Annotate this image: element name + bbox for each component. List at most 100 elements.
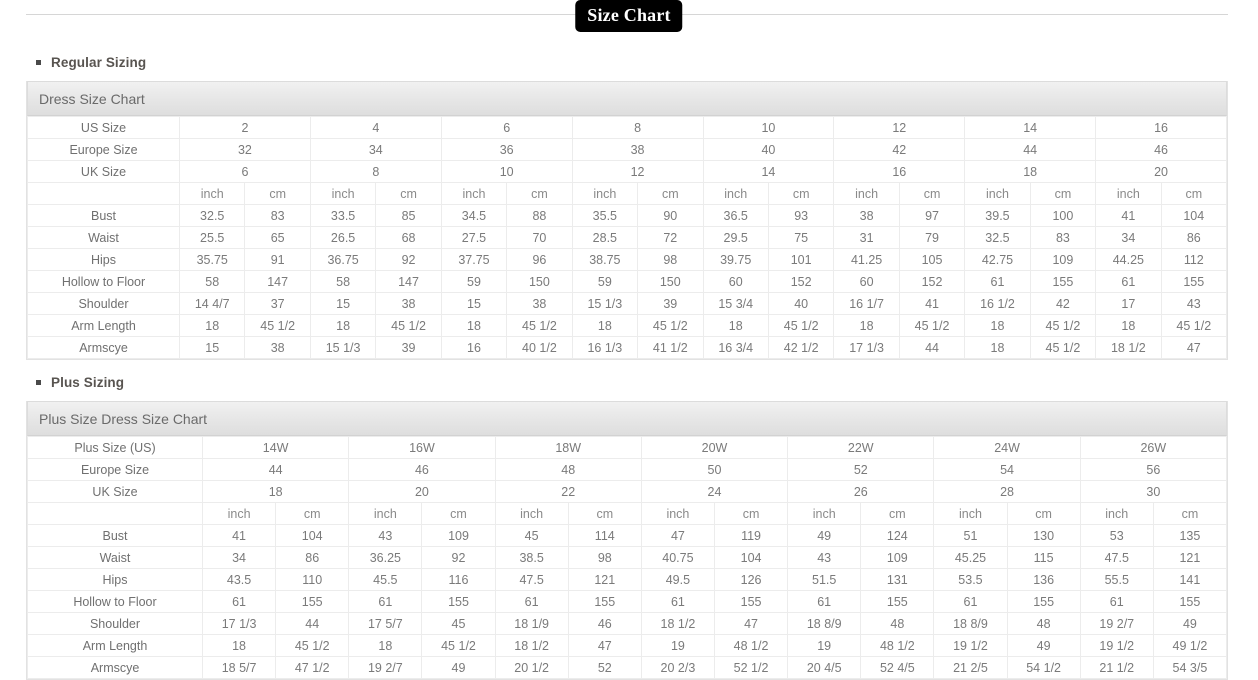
measure-value: 52 4/5 bbox=[860, 656, 935, 679]
size-chart-sections: Regular Sizing Dress Size Chart US Size 2 4 6… bbox=[0, 52, 1258, 680]
row-label-empty bbox=[27, 182, 180, 205]
measure-value: 83 bbox=[244, 204, 311, 227]
measure-value: 34 bbox=[1095, 226, 1162, 249]
measure-value: 109 bbox=[1029, 248, 1097, 271]
bullet-square-icon bbox=[36, 59, 41, 65]
measure-value: 61 bbox=[1095, 270, 1162, 293]
measure-value: 48 bbox=[860, 612, 935, 635]
row-label: UK Size bbox=[27, 160, 180, 183]
row-label: Waist bbox=[27, 226, 180, 249]
measure-value: 88 bbox=[506, 204, 573, 227]
measure-value: 42 bbox=[1029, 292, 1097, 315]
size-value: 32 bbox=[179, 138, 311, 161]
measure-value: 79 bbox=[898, 226, 966, 249]
measure-value: 124 bbox=[860, 524, 935, 547]
measure-value: 39.5 bbox=[964, 204, 1031, 227]
size-value: 46 bbox=[1095, 138, 1227, 161]
row-label: Armscye bbox=[27, 656, 203, 679]
measure-value: 152 bbox=[898, 270, 966, 293]
size-value: 22 bbox=[494, 480, 642, 503]
table-row: Waist 25.5 65 26.5 68 27.5 70 28.5 72 29.5 75 31 79 3… bbox=[27, 226, 1228, 249]
size-table-block-0: Dress Size Chart US Size 2 4 6 8 10 12 14 16 Europ… bbox=[26, 81, 1228, 360]
table-row: Armscye 15 38 15 1/3 39 16 40 1/2 16 1/3 41 1/2 1… bbox=[27, 336, 1228, 359]
measure-value: 28.5 bbox=[571, 226, 639, 249]
size-value: 42 bbox=[833, 138, 966, 161]
measure-value: 31 bbox=[833, 226, 900, 249]
table-row: Arm Length 18 45 1/2 18 45 1/2 18 1/2 47 19 48 1… bbox=[27, 634, 1228, 657]
measure-value: 155 bbox=[567, 590, 642, 613]
section-heading-1: Plus Sizing bbox=[36, 372, 1258, 392]
size-value: 24W bbox=[933, 436, 1081, 459]
unit-header: inch bbox=[787, 502, 862, 525]
measure-value: 16 bbox=[440, 336, 508, 359]
measure-value: 14 4/7 bbox=[178, 292, 246, 315]
measure-value: 15 bbox=[309, 292, 377, 315]
measure-value: 126 bbox=[713, 568, 789, 591]
measure-value: 136 bbox=[1006, 568, 1081, 591]
table-row: Waist 34 86 36.25 92 38.5 98 40.75 104 43 109 45.25… bbox=[27, 546, 1228, 569]
measure-value: 39 bbox=[375, 336, 442, 359]
measure-value: 155 bbox=[713, 590, 789, 613]
measure-value: 18 bbox=[178, 314, 246, 337]
table-row: Plus Size (US) 14W 16W 18W 20W 22W 24W 26W bbox=[27, 436, 1228, 459]
measure-value: 119 bbox=[713, 524, 789, 547]
measure-value: 43.5 bbox=[201, 568, 277, 591]
row-label: Hips bbox=[27, 568, 203, 591]
measure-value: 61 bbox=[1079, 590, 1154, 613]
measure-value: 131 bbox=[860, 568, 935, 591]
measure-value: 45 1/2 bbox=[275, 634, 350, 657]
measure-value: 41 bbox=[1095, 204, 1162, 227]
table-row: Europe Size 32 34 36 38 40 42 44 46 bbox=[27, 138, 1227, 161]
measure-value: 61 bbox=[787, 590, 862, 613]
row-label: Europe Size bbox=[27, 138, 180, 161]
size-value: 38 bbox=[571, 138, 704, 161]
unit-header: cm bbox=[1152, 502, 1228, 525]
measure-value: 93 bbox=[767, 204, 835, 227]
size-value: 4 bbox=[309, 116, 442, 139]
row-label: Hollow to Floor bbox=[27, 590, 203, 613]
measure-value: 121 bbox=[567, 568, 642, 591]
size-value: 20 bbox=[348, 480, 496, 503]
size-value: 8 bbox=[571, 116, 704, 139]
size-value: 20 bbox=[1095, 160, 1227, 183]
page-title: Size Chart bbox=[575, 0, 683, 32]
size-value: 12 bbox=[833, 116, 966, 139]
measure-value: 17 5/7 bbox=[348, 612, 423, 635]
measure-value: 42.75 bbox=[964, 248, 1031, 271]
measure-value: 27.5 bbox=[440, 226, 508, 249]
size-value: 44 bbox=[201, 458, 350, 481]
unit-header: inch bbox=[1079, 502, 1154, 525]
measure-value: 43 bbox=[1160, 292, 1228, 315]
section-heading-label: Plus Sizing bbox=[51, 374, 125, 390]
measure-value: 15 bbox=[440, 292, 508, 315]
measure-value: 100 bbox=[1029, 204, 1097, 227]
row-label: US Size bbox=[27, 116, 180, 139]
unit-header: cm bbox=[637, 182, 704, 205]
measure-value: 45 1/2 bbox=[1029, 314, 1097, 337]
row-label: Waist bbox=[27, 546, 203, 569]
measure-value: 19 bbox=[787, 634, 862, 657]
measure-value: 49 bbox=[421, 656, 496, 679]
table-row: Hollow to Floor 61 155 61 155 61 155 61 155 61 155… bbox=[27, 590, 1228, 613]
unit-header: cm bbox=[506, 182, 573, 205]
unit-header: inch bbox=[201, 502, 277, 525]
measure-value: 45 bbox=[494, 524, 569, 547]
size-value: 18 bbox=[964, 160, 1097, 183]
row-label: Europe Size bbox=[27, 458, 203, 481]
measure-value: 46 bbox=[567, 612, 642, 635]
measure-value: 60 bbox=[833, 270, 900, 293]
unit-header: cm bbox=[767, 182, 835, 205]
measure-value: 41.25 bbox=[833, 248, 900, 271]
measure-value: 41 1/2 bbox=[637, 336, 704, 359]
measure-value: 47 bbox=[640, 524, 715, 547]
table-row: Europe Size 44 46 48 50 52 54 56 bbox=[27, 458, 1228, 481]
unit-row: inch cm inch cm inch cm inch cm inch cm inch cm inch… bbox=[27, 182, 1228, 205]
measure-value: 104 bbox=[1160, 204, 1228, 227]
measure-value: 45 1/2 bbox=[898, 314, 966, 337]
measure-value: 54 3/5 bbox=[1152, 656, 1228, 679]
measure-value: 41 bbox=[201, 524, 277, 547]
size-table-caption: Dress Size Chart bbox=[27, 81, 1227, 116]
size-value: 48 bbox=[494, 458, 642, 481]
measure-value: 59 bbox=[440, 270, 508, 293]
row-label: Bust bbox=[27, 204, 180, 227]
